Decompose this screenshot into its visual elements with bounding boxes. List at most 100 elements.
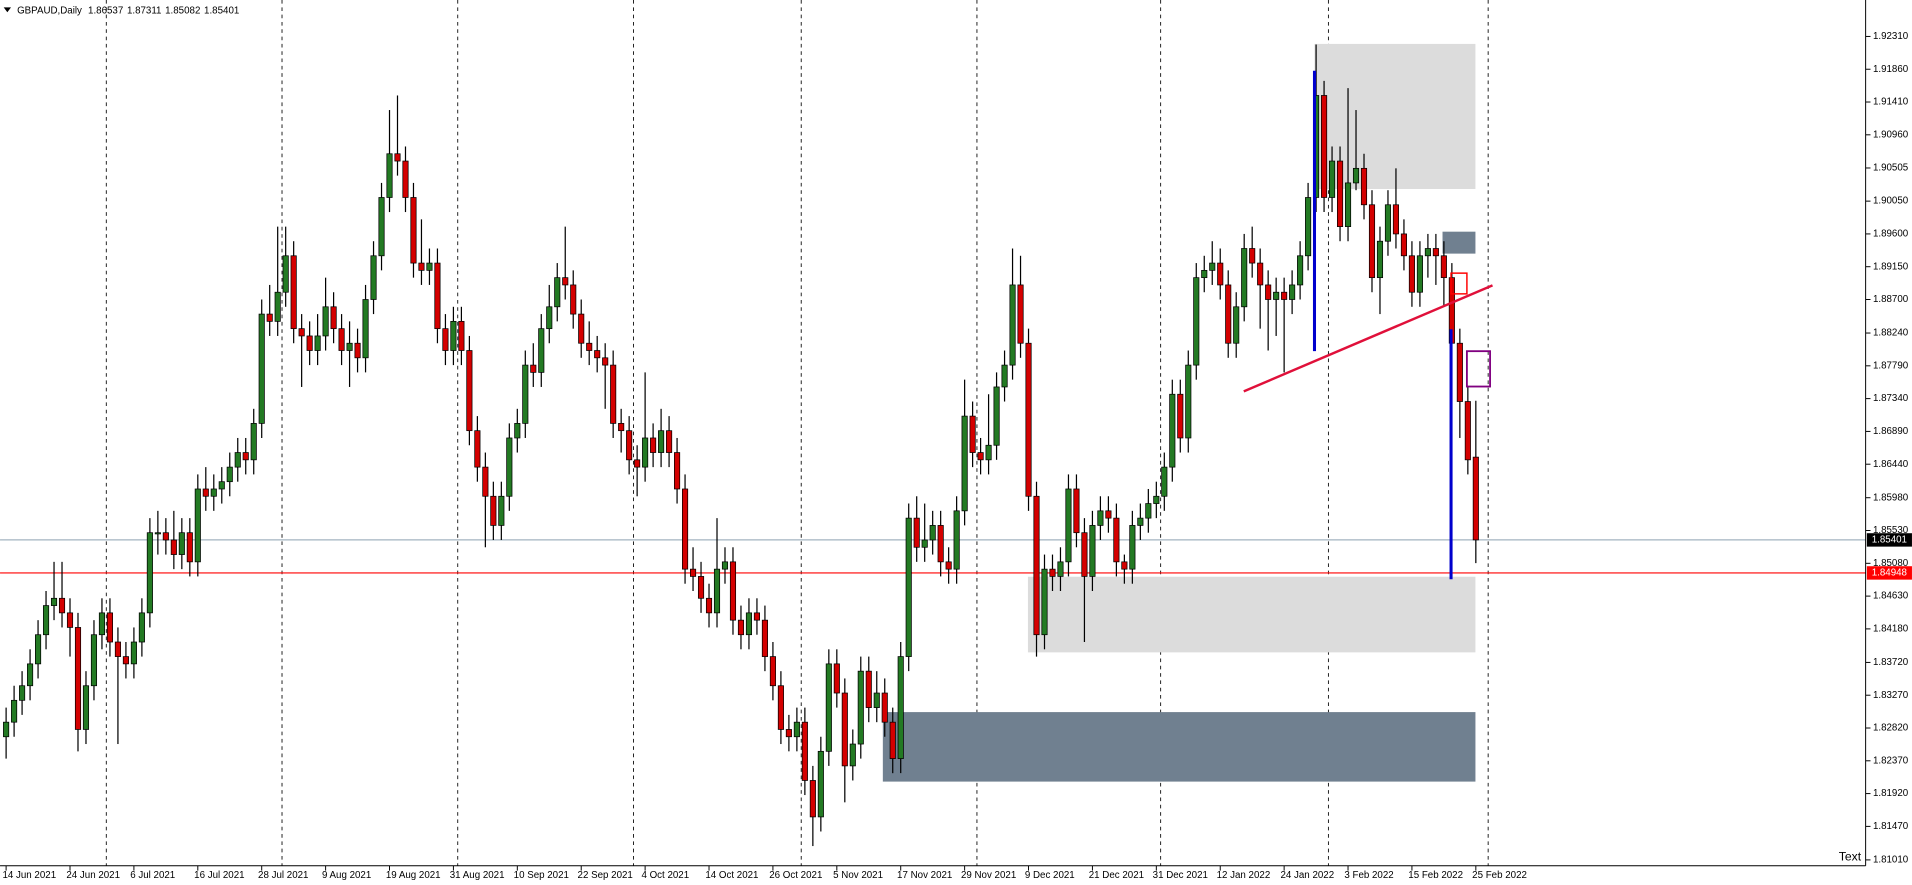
candle-body xyxy=(1472,456,1479,541)
candle-body xyxy=(977,452,984,461)
candle-body xyxy=(1193,277,1200,366)
candle-body xyxy=(953,510,960,570)
y-tick-label: 1.90050 xyxy=(1873,196,1909,207)
candle-body xyxy=(226,466,233,483)
y-tick-label: 1.84630 xyxy=(1873,591,1909,602)
candle-body xyxy=(1384,204,1392,242)
candle-body xyxy=(434,262,441,330)
y-tick-label: 1.86440 xyxy=(1873,459,1909,470)
candle-body xyxy=(1329,160,1336,198)
candle-body xyxy=(1201,269,1208,279)
candle-body xyxy=(154,532,161,535)
candle-body xyxy=(314,335,321,351)
candle-body xyxy=(1368,204,1376,279)
candle-body xyxy=(418,262,425,271)
candle-body xyxy=(1344,182,1352,228)
candle-body xyxy=(985,444,992,461)
candle-body xyxy=(1464,401,1471,461)
candle-body xyxy=(945,561,952,570)
candle-body xyxy=(1241,248,1248,308)
candle-body xyxy=(777,685,784,730)
x-tick-label: 22 Sep 2021 xyxy=(578,870,633,881)
candle-body xyxy=(745,612,753,636)
candle-body xyxy=(490,495,497,526)
labels: GBPAUD,Daily 1.86537 1.87311 1.85082 1.85401… xyxy=(3,5,1862,863)
candle-body xyxy=(1376,240,1384,279)
candle-body xyxy=(1225,284,1232,344)
candle-body xyxy=(721,561,729,570)
candle-body xyxy=(1121,561,1128,570)
candle-body xyxy=(1073,488,1080,534)
candle-body xyxy=(218,481,225,490)
candle-body xyxy=(713,568,721,614)
y-tick-label: 1.81010 xyxy=(1873,854,1909,865)
candle-body xyxy=(1400,233,1407,257)
level-label-box xyxy=(1866,566,1912,580)
x-tick-label: 14 Jun 2021 xyxy=(2,870,56,881)
candle-body xyxy=(1336,160,1344,228)
candle-body xyxy=(474,430,481,468)
candle-body xyxy=(90,634,98,687)
candle-body xyxy=(250,423,257,461)
y-tick-label: 1.89600 xyxy=(1873,229,1909,240)
demand-zone xyxy=(882,712,1476,782)
candle-body xyxy=(825,663,832,752)
candle-body xyxy=(402,160,409,198)
x-tick-label: 21 Dec 2021 xyxy=(1089,870,1144,881)
candle-body xyxy=(1209,262,1216,271)
y-tick-label: 1.88240 xyxy=(1873,328,1909,339)
candle-body xyxy=(338,328,345,351)
candle-body xyxy=(1321,95,1328,198)
candle-body xyxy=(1360,167,1368,206)
candle-body xyxy=(761,619,768,657)
candle-body xyxy=(1440,255,1447,279)
candle-body xyxy=(1177,393,1184,439)
candle-body xyxy=(1273,291,1280,300)
candle-body xyxy=(362,299,369,359)
candle-body xyxy=(833,663,840,694)
x-tick-label: 9 Aug 2021 xyxy=(322,870,371,881)
candle-body xyxy=(1424,248,1431,257)
y-tick-label: 1.83720 xyxy=(1873,657,1909,668)
candle-body xyxy=(194,488,201,563)
y-tick-label: 1.89150 xyxy=(1873,261,1909,272)
candle-body xyxy=(562,277,569,286)
candle-body xyxy=(594,350,601,359)
y-tick-label: 1.92310 xyxy=(1873,31,1909,42)
candle-body xyxy=(1001,364,1008,388)
candle-body xyxy=(793,721,800,738)
candle-body xyxy=(1456,342,1463,402)
candle-body xyxy=(11,699,18,723)
candle-body xyxy=(274,291,281,322)
candle-body xyxy=(162,532,169,541)
candle-body xyxy=(554,277,561,308)
candle-body xyxy=(114,641,121,657)
candle-body xyxy=(961,415,968,512)
close-value: 1.85401 xyxy=(204,5,239,16)
y-tick-label: 1.90960 xyxy=(1873,129,1909,140)
candle-body xyxy=(498,495,505,526)
candle-body xyxy=(889,721,896,759)
candle-body xyxy=(689,568,697,577)
x-tick-label: 24 Jun 2021 xyxy=(66,870,120,881)
x-tick-label: 16 Jul 2021 xyxy=(194,870,244,881)
candle-body xyxy=(442,328,449,351)
candle-body xyxy=(1161,466,1168,497)
candle-body xyxy=(1097,510,1104,526)
candle-body xyxy=(586,342,593,351)
candle-body xyxy=(1408,255,1415,293)
candle-body xyxy=(737,619,745,636)
x-tick-label: 12 Jan 2022 xyxy=(1217,870,1271,881)
candle-body xyxy=(258,313,265,424)
x-tick-label: 19 Aug 2021 xyxy=(386,870,441,881)
candle-body xyxy=(705,597,713,614)
candle-body xyxy=(186,532,193,563)
x-tick-label: 9 Dec 2021 xyxy=(1025,870,1075,881)
candle-body xyxy=(1289,284,1296,300)
candle-body xyxy=(170,539,177,555)
y-tick-label: 1.83270 xyxy=(1873,690,1909,701)
candle-body xyxy=(27,663,34,687)
candle-body xyxy=(1081,532,1088,577)
candle-body xyxy=(1033,495,1040,636)
